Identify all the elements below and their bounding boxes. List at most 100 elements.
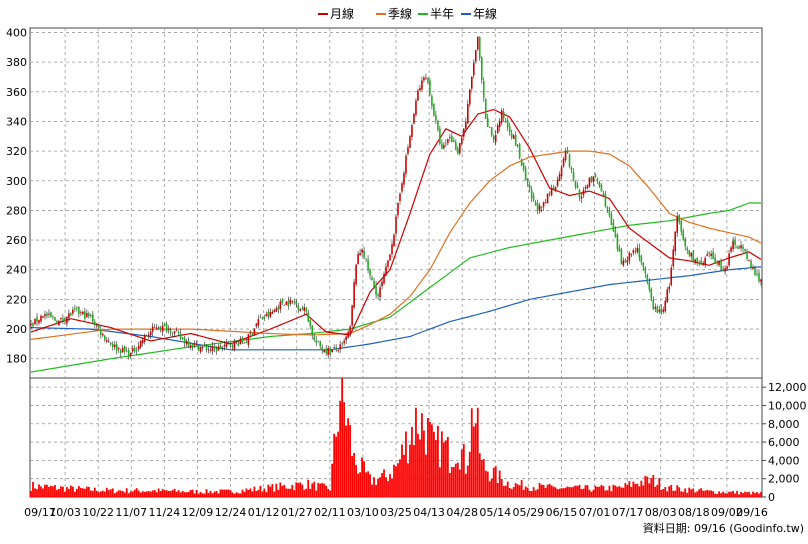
candle-body: [407, 147, 409, 154]
volume-bar: [157, 488, 160, 497]
legend-label: 年線: [473, 6, 497, 21]
volume-bar: [432, 431, 435, 497]
volume-bar: [279, 482, 282, 497]
candle-body: [658, 309, 661, 312]
volume-bar: [161, 488, 164, 497]
candle-body: [233, 340, 236, 350]
volume-bar: [528, 490, 531, 497]
candle-body: [490, 127, 493, 136]
candle-body: [760, 279, 762, 282]
candle-body: [347, 331, 349, 338]
volume-bar: [470, 408, 473, 497]
candle-body: [684, 238, 687, 247]
volume-bar: [409, 444, 411, 497]
candle-body: [530, 189, 533, 199]
volume-bar: [203, 493, 206, 497]
volume-bar: [249, 488, 252, 497]
price-tick-label: 220: [6, 293, 27, 306]
volume-bar: [257, 489, 260, 497]
candle-body: [253, 328, 256, 336]
x-tick-label: 01/12: [248, 506, 280, 519]
candle-body: [690, 252, 692, 257]
candle-body: [323, 350, 325, 352]
candle-body: [534, 202, 537, 206]
candle-body: [363, 250, 365, 258]
candle-body: [237, 342, 240, 346]
price-tick-label: 400: [6, 26, 27, 39]
volume-bar: [229, 490, 232, 497]
volume-bar: [582, 488, 585, 497]
volume-bar: [642, 485, 645, 497]
volume-bar: [83, 488, 86, 497]
candle-body: [297, 305, 300, 309]
volume-bar: [618, 486, 621, 497]
candle-body: [341, 343, 343, 345]
x-tick-label: 07/01: [579, 506, 611, 519]
candle-body: [127, 350, 130, 357]
volume-bar: [155, 492, 158, 497]
candle-body: [488, 127, 491, 128]
candle-body: [183, 337, 186, 343]
candle-body: [231, 345, 234, 348]
ma-half-year-line: [30, 202, 761, 373]
candle-body: [652, 299, 655, 310]
volume-bar: [103, 491, 106, 497]
volume-bar: [532, 487, 535, 497]
volume-bar: [377, 478, 379, 497]
volume-bar: [151, 490, 154, 497]
candle-body: [74, 308, 76, 310]
candle-body: [105, 339, 108, 342]
volume-bar: [343, 402, 346, 497]
volume-bar: [744, 491, 746, 497]
candle-body: [133, 347, 136, 352]
candle-body: [46, 313, 48, 317]
candle-body: [307, 312, 310, 322]
x-tick-label: 05/14: [479, 506, 511, 519]
candle-body: [580, 196, 583, 199]
candle-body: [249, 332, 252, 334]
candle-body: [247, 334, 250, 345]
volume-bar: [337, 431, 340, 497]
volume-bar: [46, 484, 48, 497]
volume-bar: [492, 467, 495, 497]
candle-body: [457, 148, 459, 154]
volume-bar: [498, 470, 501, 497]
candle-body: [576, 185, 579, 189]
candle-body: [119, 349, 122, 354]
volume-bar: [295, 482, 298, 497]
candle-body: [612, 222, 615, 232]
candle-body: [453, 140, 455, 143]
volume-bar: [728, 491, 730, 497]
candle-body: [277, 307, 280, 310]
volume-bar: [562, 488, 565, 497]
volume-bar: [726, 493, 728, 497]
candle-body: [255, 323, 258, 327]
candle-body: [554, 187, 557, 191]
volume-bar: [472, 426, 475, 497]
volume-bar: [670, 484, 673, 497]
candle-body: [179, 333, 182, 339]
candle-body: [716, 262, 718, 264]
volume-bar: [375, 485, 377, 497]
volume-bar: [508, 487, 511, 497]
candle-body: [532, 196, 535, 201]
candle-body: [556, 179, 559, 187]
volume-bar: [385, 477, 387, 497]
volume-bar: [56, 489, 58, 497]
volume-bar: [245, 488, 248, 497]
candle-body: [203, 345, 206, 347]
x-tick-label: 01/27: [281, 506, 313, 519]
volume-bar: [560, 488, 563, 497]
candle-body: [512, 135, 515, 139]
candle-body: [461, 137, 463, 144]
volume-bar: [299, 482, 302, 497]
candle-body: [754, 268, 756, 275]
volume-bar: [281, 486, 284, 497]
candle-body: [103, 335, 106, 340]
candle-body: [229, 343, 232, 346]
candle-body: [724, 268, 726, 272]
candle-body: [72, 309, 74, 314]
volume-tick-label: 2,000: [768, 473, 800, 486]
